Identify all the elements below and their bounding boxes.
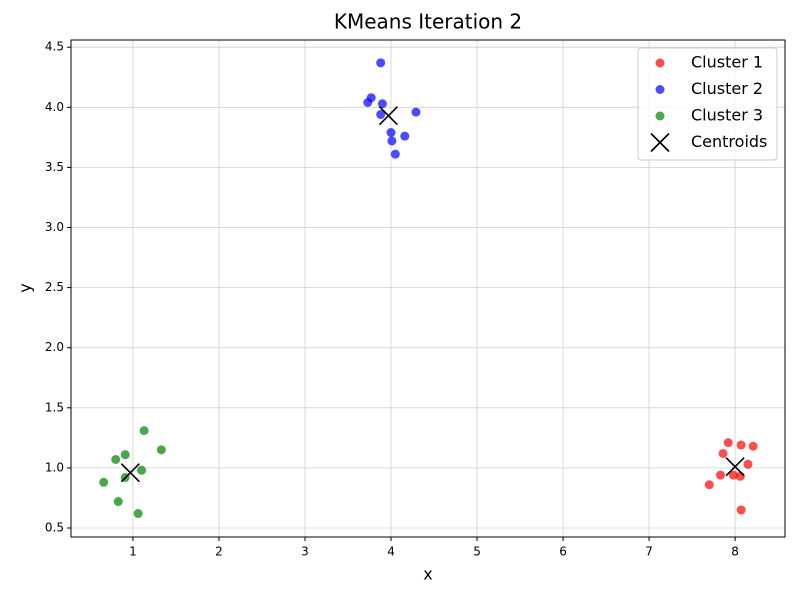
point <box>715 470 725 480</box>
point <box>411 107 421 117</box>
centroid <box>120 463 140 483</box>
y-tick-label: 2.5 <box>45 280 64 294</box>
cross-stroke <box>650 132 670 153</box>
point <box>736 440 746 450</box>
point <box>387 136 397 146</box>
y-tick-label: 3.0 <box>45 220 64 234</box>
x-tick-label: 4 <box>387 545 395 559</box>
point <box>376 110 386 120</box>
point <box>743 459 753 469</box>
point <box>363 98 373 108</box>
legend-label: Cluster 2 <box>691 79 763 98</box>
x-tick-label: 6 <box>559 545 567 559</box>
legend-label: Centroids <box>691 132 767 151</box>
cross-stroke <box>725 457 745 477</box>
point <box>376 58 386 68</box>
legend-marker <box>655 111 665 121</box>
legend-marker <box>650 132 670 153</box>
point <box>386 128 396 138</box>
point <box>718 448 728 458</box>
point <box>120 450 130 460</box>
legend-marker <box>655 85 665 94</box>
point <box>723 438 733 448</box>
x-tick-label: 3 <box>301 545 309 559</box>
point <box>735 471 745 481</box>
centroid <box>378 106 398 126</box>
point <box>139 426 149 436</box>
cross-stroke <box>378 106 398 126</box>
x-tick-label: 8 <box>731 545 739 559</box>
point <box>377 99 387 109</box>
chart-title: KMeans Iteration 2 <box>334 10 522 34</box>
x-tick-label: 2 <box>215 545 223 559</box>
x-axis-label: x <box>423 565 432 584</box>
point <box>113 497 123 507</box>
y-tick-label: 1.0 <box>45 460 64 474</box>
y-tick-label: 2.0 <box>45 340 64 354</box>
y-tick-label: 3.5 <box>45 160 64 174</box>
centroid <box>725 457 745 477</box>
point <box>99 477 109 487</box>
y-tick-label: 1.5 <box>45 400 64 414</box>
legend-marker <box>655 58 665 68</box>
point <box>736 505 746 515</box>
x-tick-label: 7 <box>645 545 653 559</box>
legend: Cluster 1 Cluster 2 Cluster 3 Centroids <box>637 47 778 161</box>
point <box>133 509 143 519</box>
legend-box <box>637 47 778 161</box>
x-tick-label: 5 <box>473 545 481 559</box>
point <box>390 149 400 159</box>
legend-label: Cluster 3 <box>691 106 763 125</box>
point <box>748 441 758 451</box>
y-tick-label: 4.5 <box>45 40 64 54</box>
legend-label: Cluster 1 <box>691 53 763 72</box>
plot-frame <box>70 39 786 538</box>
point <box>728 470 738 480</box>
point <box>400 131 410 141</box>
point <box>156 445 166 455</box>
cross-stroke <box>120 463 140 483</box>
y-axis-label: y <box>16 283 35 292</box>
point <box>137 465 147 475</box>
x-tick-label: 1 <box>129 545 137 559</box>
y-tick-label: 0.5 <box>45 520 64 534</box>
point <box>704 480 714 490</box>
y-tick-label: 4.0 <box>45 100 64 114</box>
point <box>111 454 121 464</box>
